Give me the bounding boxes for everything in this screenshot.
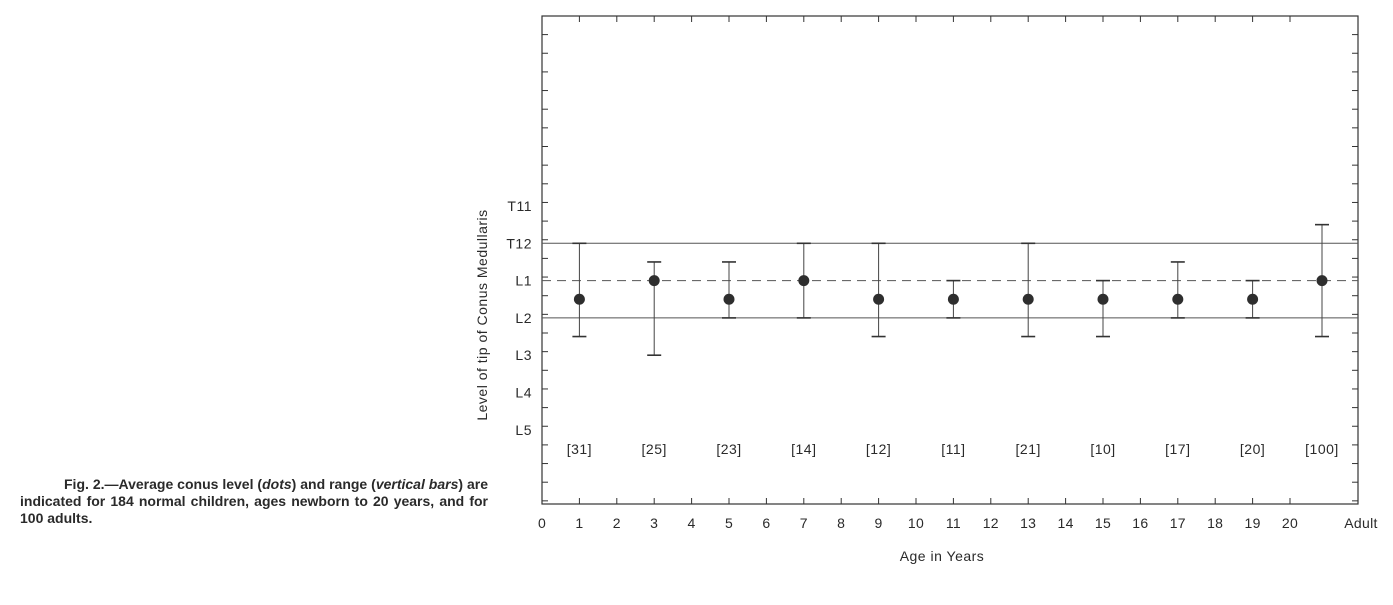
mean-dot bbox=[798, 275, 810, 287]
y-tick-label: L5 bbox=[515, 422, 532, 438]
caption-emphasis-vertical-bars: vertical bars bbox=[375, 476, 459, 492]
x-tick-label: 15 bbox=[1095, 515, 1111, 531]
mean-dot bbox=[1172, 293, 1184, 305]
x-tick-label: 16 bbox=[1132, 515, 1148, 531]
y-axis-title: Level of tip of Conus Medullaris bbox=[474, 209, 490, 420]
sample-size-label: [25] bbox=[642, 441, 667, 457]
sample-size-label: [23] bbox=[716, 441, 741, 457]
x-tick-label: 17 bbox=[1170, 515, 1186, 531]
sample-size-label: [12] bbox=[866, 441, 891, 457]
sample-size-label: [14] bbox=[791, 441, 816, 457]
x-tick-label: 12 bbox=[983, 515, 999, 531]
figure-caption: Fig. 2.—Average conus level (dots) and r… bbox=[20, 476, 488, 527]
sample-size-label: [17] bbox=[1165, 441, 1190, 457]
mean-dot bbox=[947, 293, 959, 305]
x-tick-label: 14 bbox=[1058, 515, 1074, 531]
mean-dot bbox=[1022, 293, 1034, 305]
x-tick-label: 4 bbox=[688, 515, 696, 531]
sample-size-labels: [31] [25] [23] [14] [12] [11] [21] [10] [17] [20]… bbox=[567, 441, 1339, 457]
mean-dot bbox=[1247, 293, 1259, 305]
x-tick-label: 6 bbox=[762, 515, 770, 531]
mean-dot bbox=[873, 293, 885, 305]
caption-text-1: Average conus level ( bbox=[118, 476, 263, 492]
x-tick-label: 18 bbox=[1207, 515, 1223, 531]
caption-text-2: ) and range ( bbox=[291, 476, 376, 492]
x-tick-label: 13 bbox=[1020, 515, 1036, 531]
y-tick-label: T11 bbox=[507, 198, 532, 214]
mean-dot bbox=[1097, 293, 1109, 305]
x-tick-label: 8 bbox=[837, 515, 845, 531]
sample-size-label: [31] bbox=[567, 441, 592, 457]
y-tick-label: L4 bbox=[515, 385, 532, 401]
y-tick-label: L2 bbox=[515, 310, 532, 326]
sample-size-label: [10] bbox=[1090, 441, 1115, 457]
x-tick-label: 2 bbox=[613, 515, 621, 531]
x-tick-label: 11 bbox=[946, 515, 961, 531]
x-tick-label: 1 bbox=[575, 515, 583, 531]
x-tick-labels: 0 1 2 3 4 5 6 7 8 9 10 11 12 13 14 15 16 17 18 19 20 Adult bbox=[538, 515, 1377, 531]
caption-text-3: ) are indicated for 184 normal children,… bbox=[20, 476, 488, 526]
plot-frame bbox=[541, 15, 1359, 505]
x-axis-ticks bbox=[578, 16, 1291, 504]
x-tick-label: 19 bbox=[1245, 515, 1261, 531]
x-tick-label: 20 bbox=[1282, 515, 1298, 531]
sample-size-label: [100] bbox=[1305, 441, 1339, 457]
x-tick-label: 7 bbox=[800, 515, 808, 531]
sample-size-label: [20] bbox=[1240, 441, 1265, 457]
y-tick-label: L1 bbox=[515, 273, 532, 289]
y-axis-ticks bbox=[542, 34, 1358, 502]
range-bars bbox=[572, 223, 1329, 357]
caption-dash: — bbox=[104, 476, 119, 492]
plot-border bbox=[541, 15, 1359, 505]
x-tick-label: Adult bbox=[1344, 515, 1377, 531]
y-tick-label: T12 bbox=[506, 235, 532, 251]
y-tick-label: L3 bbox=[515, 347, 532, 363]
caption-label: Fig. 2. bbox=[64, 476, 105, 492]
x-tick-label: 0 bbox=[538, 515, 546, 531]
y-tick-labels: T11 T12 L1 L2 L3 L4 L5 bbox=[506, 198, 532, 438]
x-tick-label: 3 bbox=[650, 515, 658, 531]
sample-size-label: [21] bbox=[1016, 441, 1041, 457]
mean-dots bbox=[573, 275, 1328, 305]
x-axis-title: Age in Years bbox=[900, 548, 985, 564]
caption-emphasis-dots: dots bbox=[262, 476, 292, 492]
mean-dot bbox=[723, 293, 735, 305]
x-tick-label: 10 bbox=[908, 515, 924, 531]
mean-dot bbox=[1316, 275, 1328, 287]
sample-size-label: [11] bbox=[941, 441, 965, 457]
x-tick-label: 9 bbox=[875, 515, 883, 531]
mean-dot bbox=[573, 293, 585, 305]
x-tick-label: 5 bbox=[725, 515, 733, 531]
mean-dot bbox=[648, 275, 660, 287]
